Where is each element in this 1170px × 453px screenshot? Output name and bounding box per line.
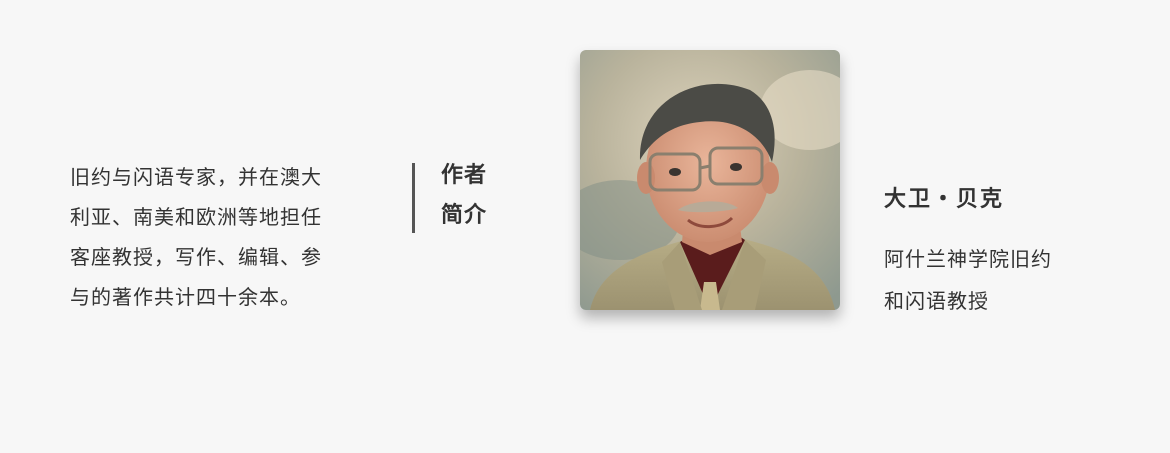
author-title: 阿什兰神学院旧约 和闪语教授 [884,238,1052,322]
bio-line-4: 与的著作共计四十余本。 [70,285,301,309]
author-portrait-icon [580,50,840,310]
author-title-line-1: 阿什兰神学院旧约 [884,247,1052,271]
author-title-line-2: 和闪语教授 [884,289,989,313]
bio-line-3: 客座教授，写作、编辑、参 [70,245,322,269]
author-name: 大卫・贝克 [884,187,1005,212]
bio-line-1: 旧约与闪语专家，并在澳大 [70,165,322,189]
author-photo [580,50,840,310]
author-bio: 旧约与闪语专家，并在澳大 利亚、南美和欧洲等地担任 客座教授，写作、编辑、参 与… [70,157,382,317]
bio-line-2: 利亚、南美和欧洲等地担任 [70,205,322,229]
section-label: 作者 简介 [441,156,487,236]
vertical-divider [412,163,415,233]
section-label-line-2: 简介 [441,203,488,228]
section-label-line-1: 作者 [441,163,488,188]
